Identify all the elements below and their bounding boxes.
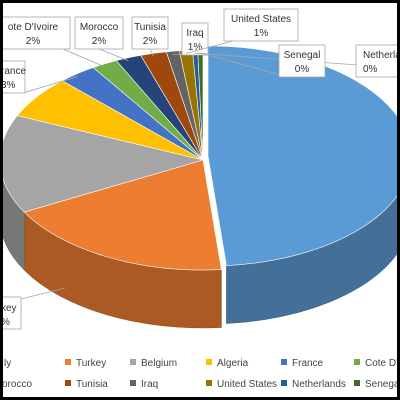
pie-chart: rance 3% ote D'Ivoire 2% Morocco 2% Tunisia 2% I… [3, 8, 397, 390]
data-label-name-morocco: Morocco [80, 22, 119, 33]
leader-line-tunisia [149, 48, 154, 57]
data-label-name-tunisia: Tunisia [134, 22, 166, 33]
legend-swatch-france [281, 359, 287, 365]
data-label-pct-united-states: 1% [254, 28, 269, 39]
legend-label-tunisia: Tunisia [76, 379, 108, 390]
leader-line-united-states [185, 40, 234, 54]
callout-box-cote-d-ivoire [3, 16, 71, 50]
data-label-pct-iraq: 1% [188, 42, 203, 53]
data-label-pct-cote-d-ivoire: 2% [26, 36, 41, 47]
callout-box-netherlands [355, 44, 397, 78]
leader-line-turkey [20, 287, 66, 300]
data-label-pct-senegal: 0% [295, 64, 310, 75]
legend-swatch-netherlands [281, 380, 287, 386]
callout-box-tunisia [131, 16, 169, 50]
leader-line-senegal [200, 52, 289, 78]
pie-slice-belgium [3, 115, 205, 213]
legend-label-united-states: United States [217, 379, 277, 390]
legend-swatch-algeria [206, 359, 212, 365]
legend-swatch-senegal [354, 380, 360, 386]
legend-label-senegal: Senegal [365, 379, 397, 390]
data-label-name-senegal: Senegal [284, 50, 321, 61]
legend-label-cote-d-ivoire: Cote D'Iv [365, 358, 397, 369]
legend-label-italy: ly [4, 358, 11, 369]
data-label-pct-tunisia: 2% [143, 36, 158, 47]
leader-line-cote-d-ivoire [62, 48, 105, 68]
legend-label-turkey: Turkey [76, 358, 106, 369]
data-label-name-iraq: Iraq [186, 28, 203, 39]
legend-swatch-belgium [130, 359, 136, 365]
legend-swatch-united-states [206, 380, 212, 386]
data-label-pct-netherlands: 0% [363, 64, 378, 75]
legend-swatch-tunisia [65, 380, 71, 386]
data-label-name-france: rance [3, 66, 26, 77]
leader-line-morocco [98, 48, 129, 62]
leader-line-france [22, 76, 78, 94]
leader-line-netherlands [195, 52, 359, 66]
legend-swatch-cote-d-ivoire [354, 359, 360, 365]
data-label-name-netherlands: Netherlan [363, 50, 397, 61]
callout-labels: rance 3% ote D'Ivoire 2% Morocco 2% Tunisia 2% I… [3, 8, 397, 330]
legend-swatch-iraq [130, 380, 136, 386]
data-label-name-united-states: United States [231, 14, 291, 25]
callout-box-france [3, 60, 26, 94]
legend-label-france: France [292, 358, 324, 369]
legend-label-iraq: Iraq [141, 379, 158, 390]
data-label-pct-morocco: 2% [92, 36, 107, 47]
legend-label-morocco: orocco [3, 379, 32, 390]
legend-swatch-turkey [65, 359, 71, 365]
legend-label-algeria: Algeria [217, 358, 249, 369]
legend: ly Turkey Belgium Algeria France Cote D'Iv oro… [3, 358, 397, 390]
callout-box-turkey [3, 296, 22, 330]
pie-tops [3, 45, 397, 271]
legend-label-belgium: Belgium [141, 358, 177, 369]
data-label-name-cote-d-ivoire: ote D'Ivoire [8, 22, 59, 33]
pie-slice-turkey [23, 159, 222, 271]
callout-box-united-states [223, 8, 299, 42]
callout-box-iraq [181, 22, 209, 56]
legend-label-netherlands: Netherlands [292, 379, 346, 390]
callout-box-morocco [74, 16, 124, 50]
data-label-pct-france: 3% [3, 80, 16, 91]
data-label-name-turkey: key [3, 303, 17, 314]
callout-box-senegal [278, 44, 326, 78]
data-label-pct-turkey: % [3, 317, 10, 328]
